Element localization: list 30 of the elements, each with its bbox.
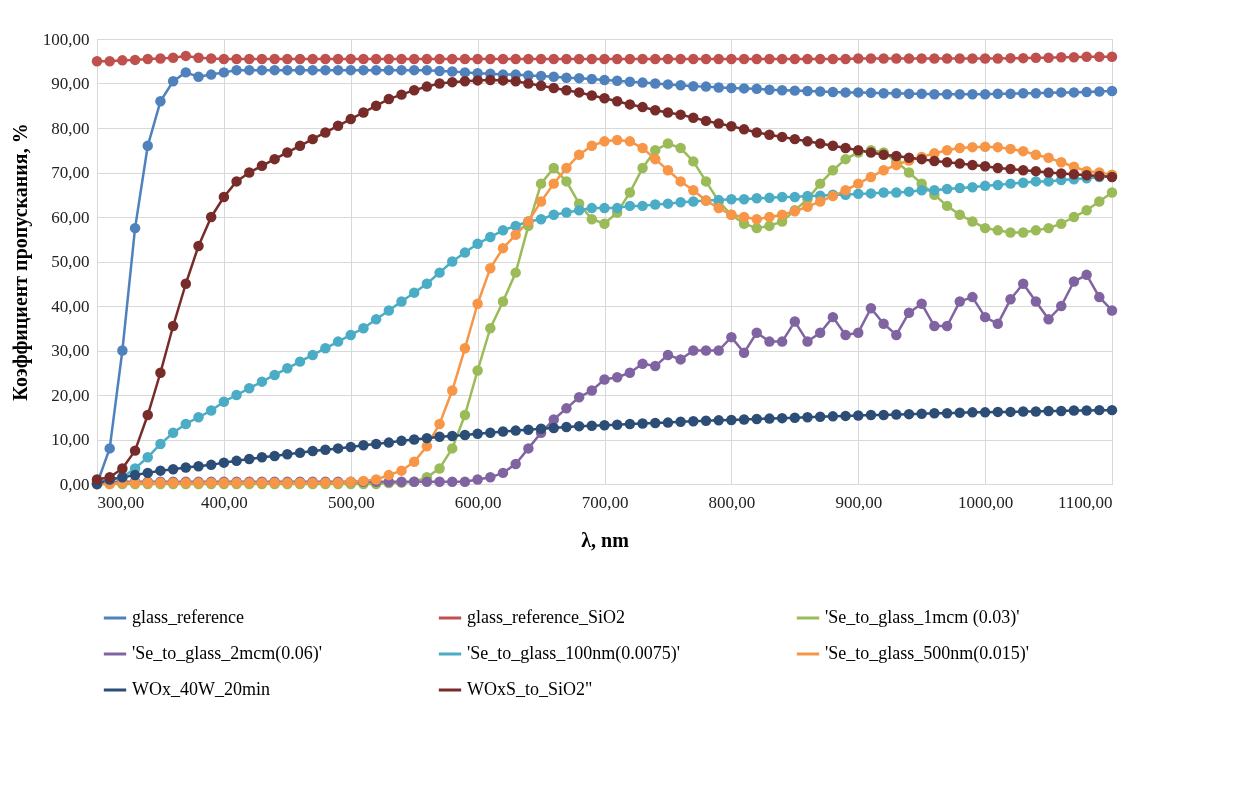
y-tick-label: 20,00 xyxy=(51,385,90,405)
x-tick-label: 1000,00 xyxy=(958,492,1014,512)
y-tick-label: 50,00 xyxy=(51,252,90,271)
x-tick-label: 500,00 xyxy=(327,492,375,512)
x-tick-label: 1100,00 xyxy=(1057,492,1113,512)
y-tick-label: 60,00 xyxy=(51,207,90,227)
x-tick-label: 700,00 xyxy=(581,492,629,512)
x-tick-label: 300,00 xyxy=(97,492,145,512)
x-tick-label: 900,00 xyxy=(835,492,883,512)
y-tick-label: 10,00 xyxy=(51,430,90,449)
x-tick-label: 800,00 xyxy=(708,492,756,512)
y-tick-label: 30,00 xyxy=(51,341,90,360)
legend-label: 'Se_to_glass_100nm(0.0075)' xyxy=(467,643,680,664)
y-tick-label: 70,00 xyxy=(51,163,90,182)
y-tick-label: 0,00 xyxy=(59,474,90,494)
x-tick-label: 600,00 xyxy=(454,492,502,512)
y-tick-label: 80,00 xyxy=(51,118,90,138)
y-tick-label: 90,00 xyxy=(51,74,90,93)
legend-label: 'Se_to_glass_2mcm(0.06)' xyxy=(132,643,322,664)
y-tick-label: 100,00 xyxy=(42,29,90,49)
legend-label: WOx_40W_20min xyxy=(132,679,270,699)
legend-label: glass_reference xyxy=(132,607,244,627)
y-axis-title: Коэффициент пропускания, % xyxy=(8,123,32,401)
legend-label: 'Se_to_glass_1mcm (0.03)' xyxy=(825,607,1020,628)
legend-label: glass_reference_SiO2 xyxy=(467,607,625,627)
x-tick-label: 400,00 xyxy=(201,492,248,512)
x-axis-title: λ, nm xyxy=(581,528,630,551)
legend-label: WOxS_to_SiO2" xyxy=(467,679,593,699)
legend-label: 'Se_to_glass_500nm(0.015)' xyxy=(825,643,1029,664)
y-tick-label: 40,00 xyxy=(51,296,90,316)
